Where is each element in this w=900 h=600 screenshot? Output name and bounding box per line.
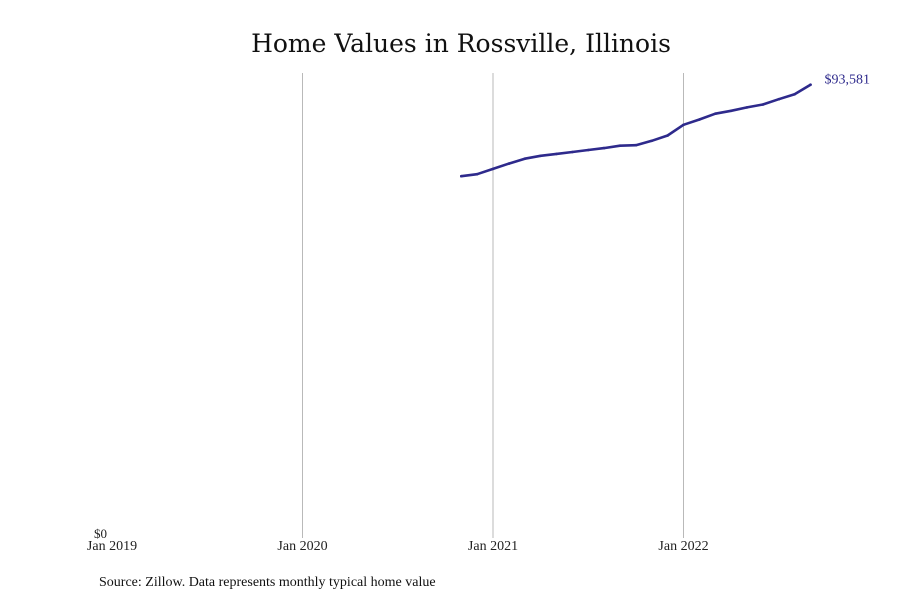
- x-axis-ticks: Jan 2019 Jan 2020 Jan 2021 Jan 2022: [87, 539, 709, 554]
- data-point: [475, 172, 479, 176]
- data-point: [682, 123, 685, 127]
- data-point: [745, 106, 749, 109]
- data-point: [761, 103, 765, 106]
- data-point: [602, 146, 606, 150]
- source-note: Source: Zillow. Data represents monthly …: [99, 575, 436, 590]
- data-point: [460, 174, 463, 178]
- data-point: [555, 152, 558, 156]
- data-point: [634, 143, 638, 147]
- data-point: [587, 148, 590, 152]
- data-point: [729, 109, 733, 113]
- x-tick-label: Jan 2022: [658, 539, 708, 554]
- data-point: [793, 93, 796, 96]
- data-point: [698, 118, 701, 121]
- x-tick-label: Jan 2020: [277, 539, 327, 554]
- data-point: [507, 162, 511, 165]
- data-point: [809, 83, 812, 86]
- data-point: [618, 144, 622, 147]
- data-point: [539, 154, 542, 158]
- data-points: [460, 83, 812, 178]
- data-point: [714, 112, 717, 115]
- series-line: [460, 83, 812, 178]
- y-tick-label: $0: [94, 526, 107, 541]
- end-value-label: $93,581: [825, 73, 871, 88]
- x-tick-label: Jan 2019: [87, 539, 137, 554]
- data-point: [491, 167, 495, 171]
- x-tick-label: Jan 2021: [468, 539, 518, 554]
- data-point: [523, 157, 527, 160]
- data-point: [650, 139, 654, 143]
- chart-title: Home Values in Rossville, Illinois: [251, 29, 671, 58]
- data-point: [666, 134, 669, 137]
- grid-lines: [302, 73, 684, 538]
- data-point: [571, 150, 574, 154]
- data-point: [777, 97, 781, 101]
